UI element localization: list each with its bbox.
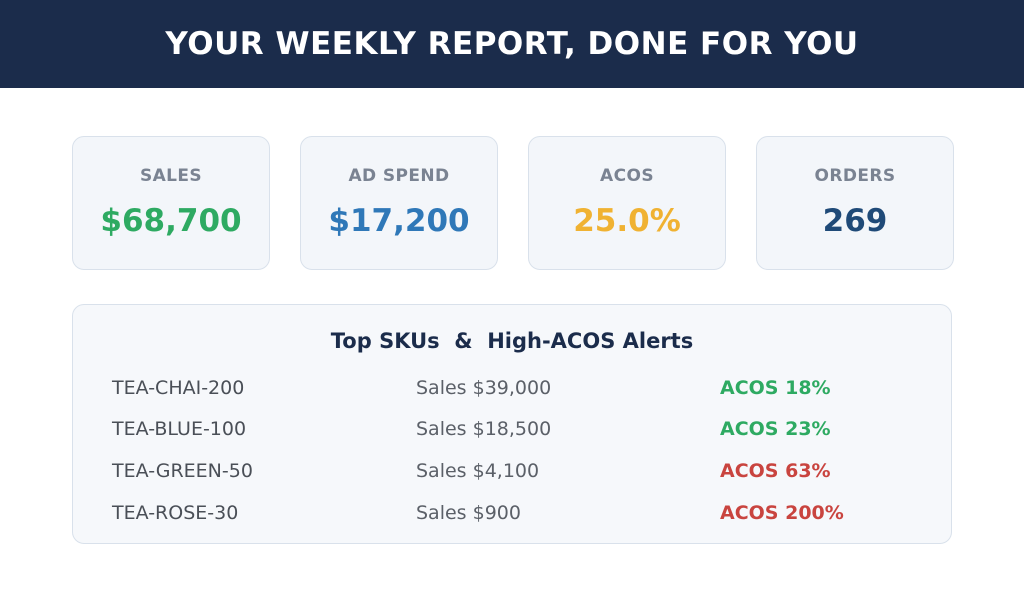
sku-acos-alert: ACOS 63% bbox=[720, 460, 831, 482]
metric-card-sales: SALES $68,700 bbox=[72, 136, 270, 270]
sku-name: TEA-BLUE-100 bbox=[112, 418, 247, 440]
metric-label-orders: ORDERS bbox=[814, 166, 896, 186]
sku-sales: Sales $39,000 bbox=[416, 377, 552, 399]
sku-row: TEA-ROSE-30 Sales $900 ACOS 200% bbox=[73, 502, 951, 528]
alerts-panel-title: Top SKUs & High-ACOS Alerts bbox=[330, 329, 694, 353]
sku-acos-alert: ACOS 200% bbox=[720, 502, 844, 524]
sku-row: TEA-CHAI-200 Sales $39,000 ACOS 18% bbox=[73, 377, 951, 403]
report-header: YOUR WEEKLY REPORT, DONE FOR YOU bbox=[0, 0, 1024, 88]
metric-label-sales: SALES bbox=[139, 166, 203, 186]
metric-card-ad-spend: AD SPEND $17,200 bbox=[300, 136, 498, 270]
sku-sales: Sales $18,500 bbox=[416, 418, 552, 440]
sku-alerts-panel: Top SKUs & High-ACOS Alerts TEA-CHAI-200… bbox=[72, 304, 952, 544]
sku-sales: Sales $4,100 bbox=[416, 460, 540, 482]
metric-value-orders: 269 bbox=[822, 203, 888, 239]
sku-sales: Sales $900 bbox=[416, 502, 521, 524]
metric-value-acos: 25.0% bbox=[573, 203, 681, 239]
sku-name: TEA-GREEN-50 bbox=[112, 460, 253, 482]
sku-row: TEA-BLUE-100 Sales $18,500 ACOS 23% bbox=[73, 418, 951, 444]
metric-card-acos: ACOS 25.0% bbox=[528, 136, 726, 270]
report-title: YOUR WEEKLY REPORT, DONE FOR YOU bbox=[165, 26, 859, 62]
metric-label-ad-spend: AD SPEND bbox=[348, 166, 450, 186]
metric-value-ad-spend: $17,200 bbox=[328, 203, 470, 239]
sku-acos-badge: ACOS 23% bbox=[720, 418, 831, 440]
sku-acos-badge: ACOS 18% bbox=[720, 377, 831, 399]
sku-name: TEA-CHAI-200 bbox=[112, 377, 245, 399]
metric-card-orders: ORDERS 269 bbox=[756, 136, 954, 270]
metric-value-sales: $68,700 bbox=[100, 203, 242, 239]
sku-name: TEA-ROSE-30 bbox=[112, 502, 239, 524]
sku-row: TEA-GREEN-50 Sales $4,100 ACOS 63% bbox=[73, 460, 951, 486]
metric-label-acos: ACOS bbox=[600, 166, 654, 186]
